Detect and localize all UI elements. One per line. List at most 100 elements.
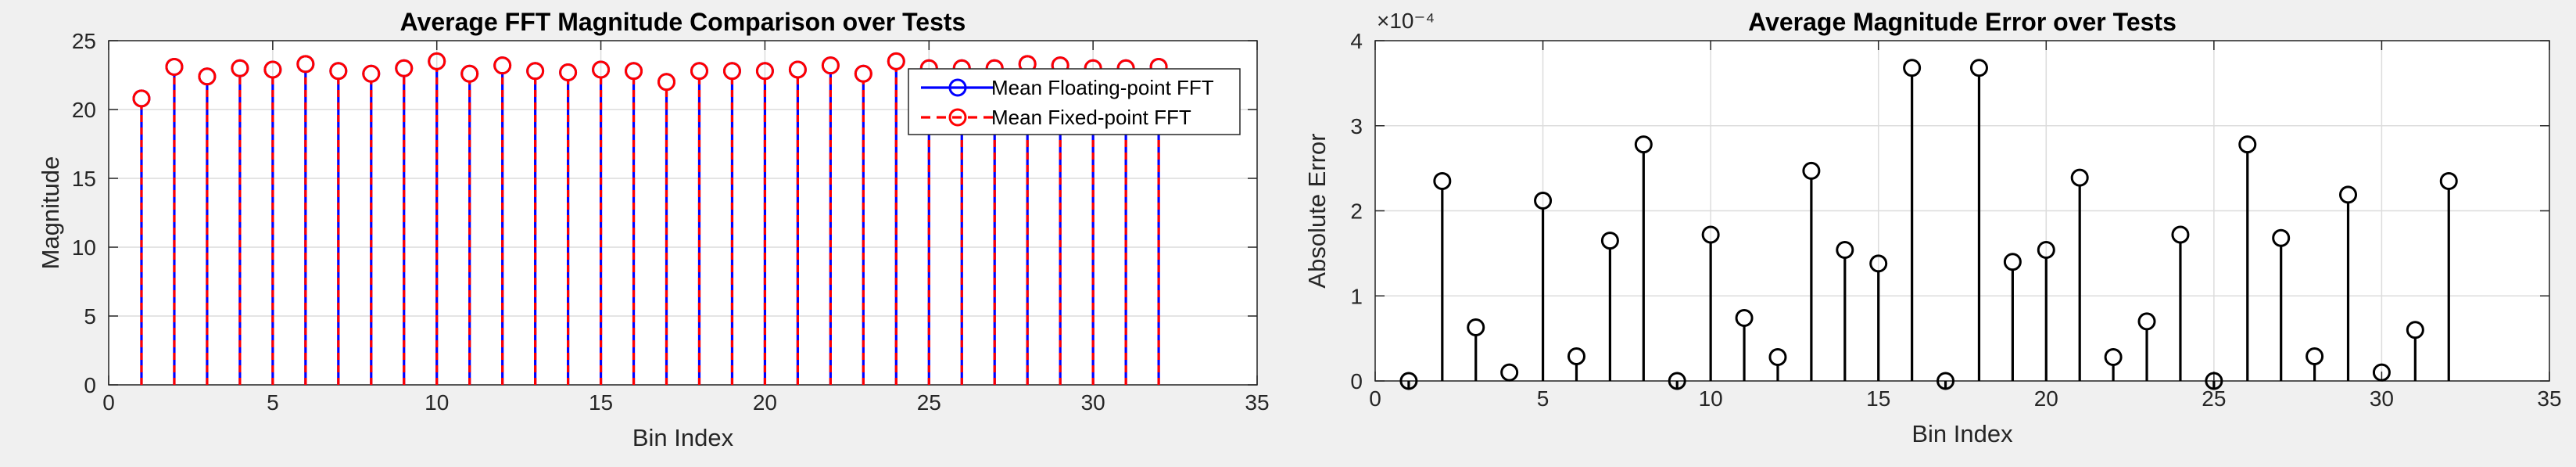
stem-marker (1567, 347, 1585, 365)
stem-marker (2439, 171, 2458, 190)
stem-marker (2171, 225, 2190, 244)
stem-marker (2205, 372, 2223, 390)
stem-marker (2037, 241, 2055, 260)
stem-marker (559, 63, 578, 81)
stem-marker (428, 52, 446, 70)
legend-label: Mean Fixed-point FFT (991, 106, 1191, 129)
y-tick-label: 4 (1350, 29, 1363, 53)
x-tick-label: 15 (589, 390, 613, 415)
stem-marker (1936, 372, 1955, 390)
stem-marker (1836, 241, 1854, 260)
y-tick-label: 20 (72, 98, 96, 122)
stem-marker (2406, 321, 2424, 339)
stem-marker (165, 57, 184, 76)
stem-marker (1500, 363, 1519, 382)
chart-title: Average Magnitude Error over Tests (1748, 8, 2177, 36)
stem-marker (1903, 59, 1922, 77)
x-tick-label: 0 (1369, 386, 1381, 411)
y-exponent-label: ×10⁻⁴ (1377, 9, 1435, 33)
stem-marker (1433, 171, 1452, 190)
stem-marker (657, 73, 676, 92)
stem-marker (1467, 318, 1485, 336)
y-tick-label: 15 (72, 167, 96, 191)
stem-marker (198, 67, 217, 86)
stem-marker (887, 52, 905, 70)
stem-marker (1869, 254, 1888, 273)
stem-marker (592, 60, 611, 79)
y-tick-label: 2 (1350, 199, 1363, 224)
chart-panel-error: 0 5 10 15 20 25 30 35 0 1 2 3 4 Average Magnitude Err… (1303, 8, 2562, 447)
stem-marker (2070, 168, 2089, 187)
stem-marker (788, 60, 807, 79)
legend-marker-sample (948, 78, 967, 97)
stem-marker (2272, 228, 2291, 247)
legend: Mean Floating-point FFT Mean Fixed-point … (908, 68, 1241, 135)
x-axis-label: Bin Index (1911, 420, 2013, 447)
stem-marker (2003, 253, 2022, 271)
legend-label: Mean Floating-point FFT (991, 76, 1214, 99)
stem-marker (296, 55, 315, 74)
stem-marker (2306, 347, 2324, 365)
stem-marker (722, 62, 741, 81)
x-tick-label: 20 (2034, 386, 2058, 411)
y-tick-label: 1 (1350, 284, 1363, 308)
stem-marker (1802, 161, 1821, 180)
x-tick-label: 10 (425, 390, 449, 415)
stem-marker (854, 64, 872, 83)
stem-marker (493, 56, 512, 75)
stem-marker (231, 59, 249, 77)
y-tick-label: 0 (84, 373, 96, 397)
x-tick-label: 20 (753, 390, 777, 415)
stem-marker (1634, 135, 1653, 154)
stem-marker (690, 62, 708, 81)
x-tick-label: 30 (2370, 386, 2394, 411)
stem-marker (2104, 348, 2123, 367)
x-tick-label: 25 (917, 390, 941, 415)
stem-marker (1534, 191, 1553, 210)
y-tick-label: 25 (72, 29, 96, 53)
chart-title: Average FFT Magnitude Comparison over Te… (400, 8, 966, 36)
stem-marker (460, 64, 479, 83)
legend-marker-sample (948, 108, 967, 127)
stem-marker (2339, 185, 2358, 204)
stem-marker (1701, 225, 1720, 244)
axes-box (108, 40, 1258, 386)
x-tick-label: 35 (1245, 390, 1269, 415)
stem-marker (1399, 372, 1418, 390)
legend-entry: Mean Fixed-point FFT (921, 106, 1191, 129)
chart-panel-magnitude: 0 5 10 15 20 25 30 35 0 5 10 15 20 25 Average FFT Magn… (37, 8, 1270, 451)
stem-marker (625, 62, 643, 81)
stem-marker (2238, 135, 2257, 154)
y-axis-label: Absolute Error (1303, 133, 1331, 288)
legend-entry: Mean Floating-point FFT (921, 76, 1214, 99)
stem-marker (1735, 309, 1754, 328)
stem-marker (362, 64, 381, 83)
x-tick-label: 5 (1537, 386, 1550, 411)
x-tick-label: 5 (267, 390, 279, 415)
stem-marker (2137, 312, 2156, 331)
y-axis-label: Magnitude (37, 156, 64, 270)
stem-marker (755, 62, 774, 81)
y-tick-label: 10 (72, 235, 96, 260)
stem-marker (1600, 232, 1619, 250)
x-tick-label: 15 (1866, 386, 1890, 411)
x-tick-label: 0 (102, 390, 115, 415)
x-tick-label: 10 (1699, 386, 1723, 411)
stem-marker (1668, 372, 1686, 390)
stem-marker (132, 89, 151, 108)
x-axis-label: Bin Index (632, 424, 734, 451)
x-tick-label: 25 (2202, 386, 2226, 411)
stem-marker (1768, 348, 1787, 367)
y-tick-label: 3 (1350, 114, 1363, 138)
y-tick-label: 5 (84, 304, 96, 329)
stem-marker (329, 62, 348, 81)
x-tick-label: 30 (1081, 390, 1105, 415)
y-tick-label: 0 (1350, 369, 1363, 393)
stem-marker (2372, 363, 2391, 382)
x-tick-label: 35 (2537, 386, 2561, 411)
stem-marker (526, 62, 545, 81)
stem-marker (821, 56, 840, 75)
stem-marker (1969, 59, 1988, 77)
stem-marker (263, 60, 282, 79)
